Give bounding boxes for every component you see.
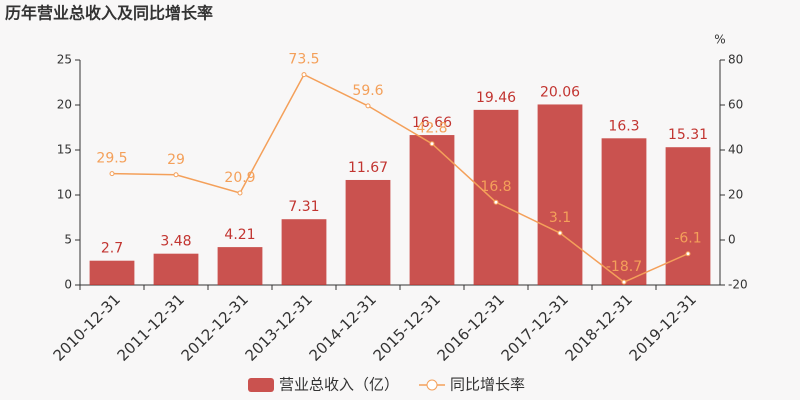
bar	[473, 109, 519, 285]
line-point	[365, 103, 371, 109]
y2-tick-label: 60	[728, 98, 743, 112]
legend-swatch	[248, 378, 274, 392]
line-label: 73.5	[288, 52, 319, 68]
y-tick-label: 5	[64, 233, 72, 247]
line-label: 16.8	[480, 179, 511, 195]
line-point	[237, 190, 243, 196]
y-tick-label: 10	[57, 188, 72, 202]
bar	[153, 253, 199, 285]
line-label: -18.7	[606, 259, 642, 275]
bar-label: 4.21	[224, 227, 255, 243]
line-point	[173, 172, 179, 178]
bar	[537, 104, 583, 286]
y2-tick-label: 20	[728, 188, 743, 202]
line-point	[301, 72, 307, 78]
line-point	[685, 251, 691, 257]
line-label: 42.8	[416, 121, 447, 137]
line-label: 3.1	[549, 210, 571, 226]
bar-label: 3.48	[160, 234, 191, 250]
bar-label: 16.3	[608, 118, 639, 134]
line-label: 59.6	[352, 83, 383, 99]
y-tick-label: 15	[57, 143, 72, 157]
bar	[281, 219, 327, 285]
line-point	[621, 279, 627, 285]
y2-tick-label: 0	[728, 233, 736, 247]
bar-label: 16.66	[412, 115, 452, 131]
legend-label: 同比增长率	[450, 376, 525, 394]
y2-axis-label: %	[714, 33, 725, 47]
line-label: 29.5	[96, 151, 127, 167]
bar-label: 15.31	[668, 127, 708, 143]
bar-label: 20.06	[540, 84, 580, 100]
line-point	[557, 230, 563, 236]
line-label: 20.9	[224, 170, 255, 186]
y2-tick-label: -20	[728, 278, 748, 292]
legend-point	[426, 379, 438, 391]
bar	[601, 138, 647, 285]
bar	[345, 179, 391, 285]
chart-title: 历年营业总收入及同比增长率	[5, 4, 213, 23]
y-tick-label: 25	[57, 53, 72, 67]
line-point	[109, 171, 115, 177]
bar	[409, 135, 455, 285]
y-tick-label: 20	[57, 98, 72, 112]
bar-label: 7.31	[288, 199, 319, 215]
bar-label: 2.7	[101, 241, 123, 257]
y2-tick-label: 80	[728, 53, 743, 67]
line-point	[429, 141, 435, 147]
line-label: -6.1	[674, 231, 701, 247]
bar	[89, 260, 135, 285]
line-point	[493, 199, 499, 205]
y-tick-label: 0	[64, 278, 72, 292]
line	[111, 73, 689, 283]
y2-tick-label: 40	[728, 143, 743, 157]
bar	[665, 147, 711, 285]
bar	[217, 247, 263, 285]
line-label: 29	[167, 152, 185, 168]
bar-label: 11.67	[348, 160, 388, 176]
legend-label: 营业总收入（亿）	[279, 376, 399, 394]
bar-label: 19.46	[476, 90, 516, 106]
